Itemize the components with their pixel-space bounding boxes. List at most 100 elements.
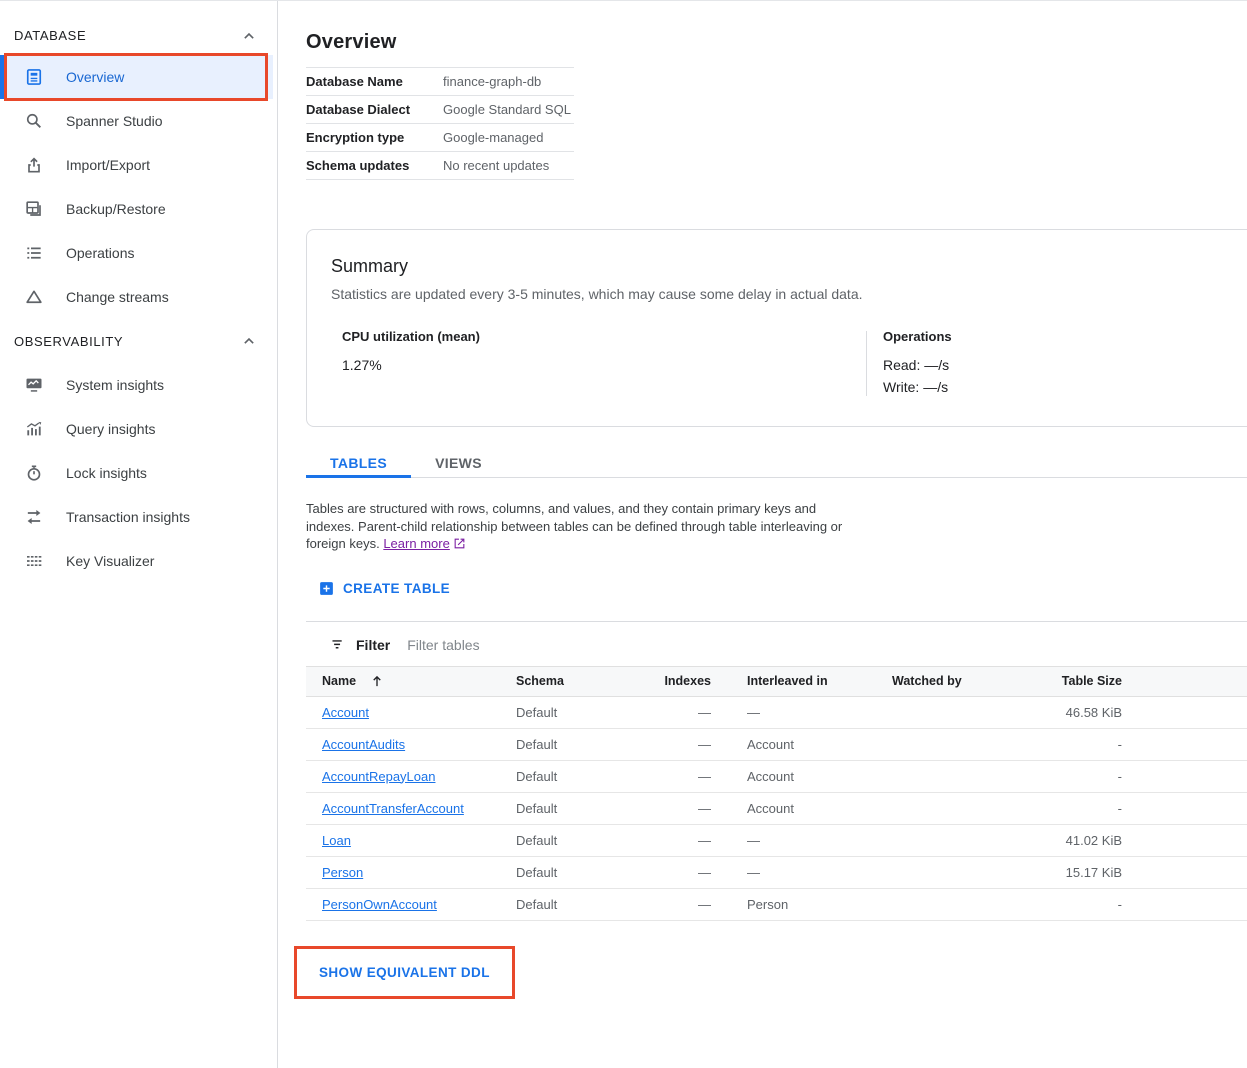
cell-table-size: - — [1022, 792, 1122, 825]
sidebar-item-key-visualizer[interactable]: Key Visualizer — [0, 539, 277, 583]
chevron-up-icon[interactable] — [239, 26, 259, 46]
sidebar-item-overview[interactable]: Overview — [0, 53, 273, 101]
cell-interleaved-in: — — [711, 696, 892, 729]
sidebar-item-label: Key Visualizer — [66, 553, 155, 569]
cell-indexes: — — [626, 696, 711, 729]
sidebar-section-header-database: DATABASE — [0, 16, 277, 55]
cell-spacer — [1122, 792, 1247, 825]
cell-watched-by — [892, 760, 1022, 793]
cell-indexes: — — [626, 824, 711, 857]
cell-schema: Default — [516, 760, 626, 793]
column-header-interleaved-in: Interleaved in — [747, 674, 828, 688]
sort-up-icon[interactable] — [369, 673, 385, 689]
summary-card: Summary Statistics are updated every 3-5… — [306, 229, 1247, 427]
details-row: Schema updates No recent updates — [306, 152, 574, 180]
cell-schema: Default — [516, 888, 626, 921]
cell-schema: Default — [516, 856, 626, 889]
column-header-name[interactable]: Name — [306, 666, 516, 696]
table-name-link[interactable]: Person — [322, 864, 364, 880]
filter-tables-input[interactable] — [405, 635, 826, 654]
sidebar-section-header-observability: OBSERVABILITY — [0, 319, 277, 363]
table-row: Person Default — —15.17 KiB — [306, 856, 1247, 889]
cell-interleaved-in: Account — [711, 760, 892, 793]
operations-label: Operations — [883, 329, 952, 344]
cpu-utilization-value: 1.27% — [342, 357, 382, 373]
sidebar-item-import-export[interactable]: Import/Export — [0, 143, 277, 187]
show-equivalent-ddl-button[interactable]: SHOW EQUIVALENT DDL — [297, 948, 512, 996]
metrics-divider — [866, 331, 867, 396]
page-title: Overview — [306, 31, 397, 53]
sidebar-item-backup-restore[interactable]: Backup/Restore — [0, 187, 277, 231]
column-header-watched-by: Watched by — [892, 674, 962, 688]
cell-interleaved-in: — — [711, 856, 892, 889]
sidebar-item-system-insights[interactable]: System insights — [0, 363, 277, 407]
tab-views[interactable]: VIEWS — [435, 454, 482, 471]
cell-table-size: - — [1022, 760, 1122, 793]
top-divider — [0, 0, 1247, 1]
learn-more-link[interactable]: Learn more — [383, 536, 450, 551]
cell-interleaved-in: Person — [711, 888, 892, 921]
sidebar-item-operations[interactable]: Operations — [0, 231, 277, 275]
cell-spacer — [1122, 888, 1247, 921]
sidebar-item-label: Import/Export — [66, 157, 151, 173]
sidebar: DATABASE Overview Spanner Studio Import/Exp… — [0, 1, 278, 1068]
tables-description-text: Tables are structured with rows, columns… — [306, 501, 843, 551]
table-name-link[interactable]: Loan — [322, 832, 351, 848]
sidebar-item-label: System insights — [66, 377, 165, 393]
details-label: Encryption type — [306, 130, 405, 145]
cell-indexes: — — [626, 728, 711, 761]
sidebar-item-transaction-insights[interactable]: Transaction insights — [0, 495, 277, 539]
cell-table-size: 41.02 KiB — [1022, 824, 1122, 857]
cell-spacer — [1122, 856, 1247, 889]
operations-read-value: Read: —/s — [883, 357, 950, 373]
create-table-button[interactable]: CREATE TABLE — [306, 580, 450, 597]
details-value: finance-graph-db — [443, 74, 542, 89]
tables-list: Name Schema Indexes Interleaved in Watched b… — [306, 666, 1247, 921]
table-name-link[interactable]: PersonOwnAccount — [322, 896, 437, 912]
cell-watched-by — [892, 856, 1022, 889]
cell-schema: Default — [516, 792, 626, 825]
cell-name: AccountAudits — [306, 728, 516, 761]
database-details-table: Database Name finance-graph-db Database Di… — [306, 67, 574, 180]
table-name-link[interactable]: AccountTransferAccount — [322, 800, 464, 816]
sidebar-item-change-streams[interactable]: Change streams — [0, 275, 277, 319]
sidebar-item-label: Lock insights — [66, 465, 147, 481]
filter-icon — [330, 636, 347, 653]
cell-indexes: — — [626, 760, 711, 793]
cell-interleaved-in: Account — [711, 728, 892, 761]
cell-schema: Default — [516, 728, 626, 761]
cell-name: Person — [306, 856, 516, 889]
sidebar-item-label: Overview — [66, 69, 125, 85]
details-value: Google-managed — [443, 130, 544, 145]
table-name-link[interactable]: Account — [322, 704, 369, 720]
sidebar-item-label: Query insights — [66, 421, 156, 437]
cell-watched-by — [892, 792, 1022, 825]
table-name-link[interactable]: AccountAudits — [322, 736, 406, 752]
table-name-link[interactable]: AccountRepayLoan — [322, 768, 436, 784]
sidebar-item-label: Transaction insights — [66, 509, 190, 525]
cpu-utilization-metric: CPU utilization (mean) 1.27% — [331, 329, 866, 398]
cell-spacer — [1122, 728, 1247, 761]
sidebar-item-query-insights[interactable]: Query insights — [0, 407, 277, 451]
cell-name: Loan — [306, 824, 516, 857]
sidebar-item-label: Spanner Studio — [66, 113, 163, 129]
tab-tables[interactable]: TABLES — [306, 448, 412, 478]
cell-spacer — [1122, 696, 1247, 729]
column-header-table-size: Table Size — [1061, 674, 1122, 688]
cell-table-size: - — [1022, 888, 1122, 921]
table-row: AccountRepayLoan Default — Account - — [306, 760, 1247, 793]
chevron-up-icon[interactable] — [239, 331, 259, 351]
filter-label: Filter — [356, 636, 391, 653]
tab-bar: TABLES VIEWS — [306, 448, 1247, 478]
table-row: PersonOwnAccount Default — Person - — [306, 888, 1247, 921]
cell-spacer — [1122, 824, 1247, 857]
cell-interleaved-in: Account — [711, 792, 892, 825]
cell-schema: Default — [516, 824, 626, 857]
table-header-row: Name Schema Indexes Interleaved in Watched b… — [306, 666, 1247, 696]
sidebar-item-lock-insights[interactable]: Lock insights — [0, 451, 277, 495]
sidebar-item-label: Operations — [66, 245, 135, 261]
sidebar-item-spanner-studio[interactable]: Spanner Studio — [0, 99, 277, 143]
cell-spacer — [1122, 760, 1247, 793]
grid-icon — [24, 551, 44, 571]
create-table-label: CREATE TABLE — [343, 580, 451, 596]
